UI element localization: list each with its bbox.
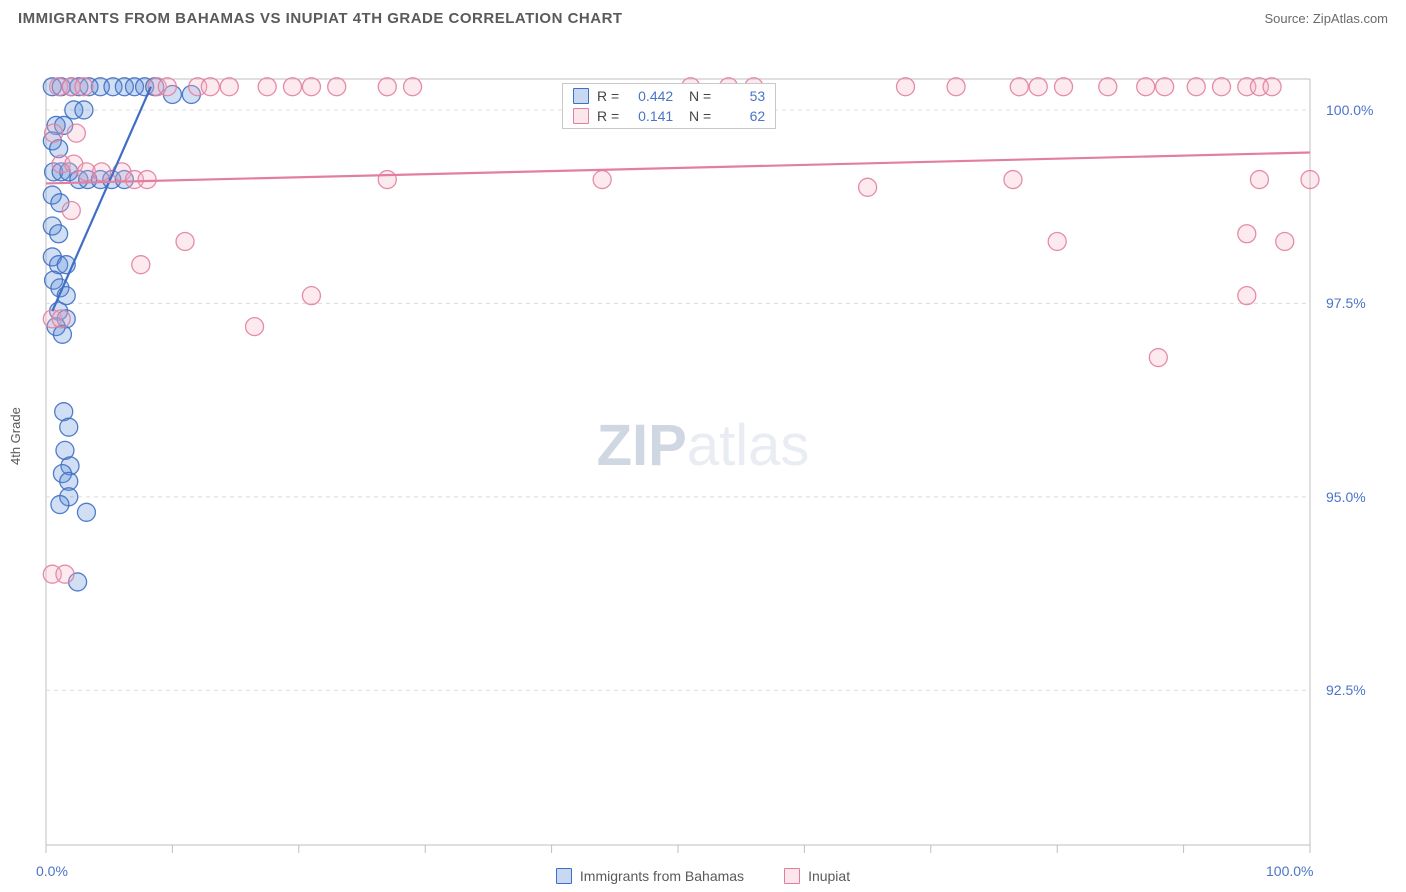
legend-swatch-inupiat: [784, 868, 800, 884]
swatch-bahamas: [573, 88, 589, 104]
r-label: R =: [597, 88, 619, 104]
n-value: 53: [719, 88, 765, 104]
y-tick-label: 100.0%: [1326, 102, 1373, 118]
r-value: 0.141: [627, 108, 673, 124]
stats-row-bahamas: R = 0.442 N = 53: [563, 86, 775, 106]
y-tick-label: 97.5%: [1326, 295, 1366, 311]
n-label: N =: [681, 108, 711, 124]
chart-area: 4th Grade ZIPatlas 92.5%95.0%97.5%100.0%…: [0, 35, 1406, 863]
correlation-stats-box: R = 0.442 N = 53 R = 0.141 N = 62: [562, 83, 776, 129]
n-value: 62: [719, 108, 765, 124]
n-label: N =: [681, 88, 711, 104]
legend-label: Inupiat: [808, 868, 850, 884]
chart-title: IMMIGRANTS FROM BAHAMAS VS INUPIAT 4TH G…: [18, 10, 623, 27]
legend: Immigrants from Bahamas Inupiat: [0, 868, 1406, 884]
y-axis-label: 4th Grade: [8, 407, 23, 465]
y-tick-label: 95.0%: [1326, 489, 1366, 505]
y-tick-label: 92.5%: [1326, 682, 1366, 698]
chart-header: IMMIGRANTS FROM BAHAMAS VS INUPIAT 4TH G…: [0, 0, 1406, 35]
legend-item-inupiat: Inupiat: [784, 868, 850, 884]
scatter-plot-svg: [0, 35, 1406, 863]
stats-row-inupiat: R = 0.141 N = 62: [563, 106, 775, 126]
r-value: 0.442: [627, 88, 673, 104]
legend-item-bahamas: Immigrants from Bahamas: [556, 868, 744, 884]
swatch-inupiat: [573, 108, 589, 124]
r-label: R =: [597, 108, 619, 124]
legend-label: Immigrants from Bahamas: [580, 868, 744, 884]
legend-swatch-bahamas: [556, 868, 572, 884]
source-label: Source: ZipAtlas.com: [1264, 11, 1388, 26]
